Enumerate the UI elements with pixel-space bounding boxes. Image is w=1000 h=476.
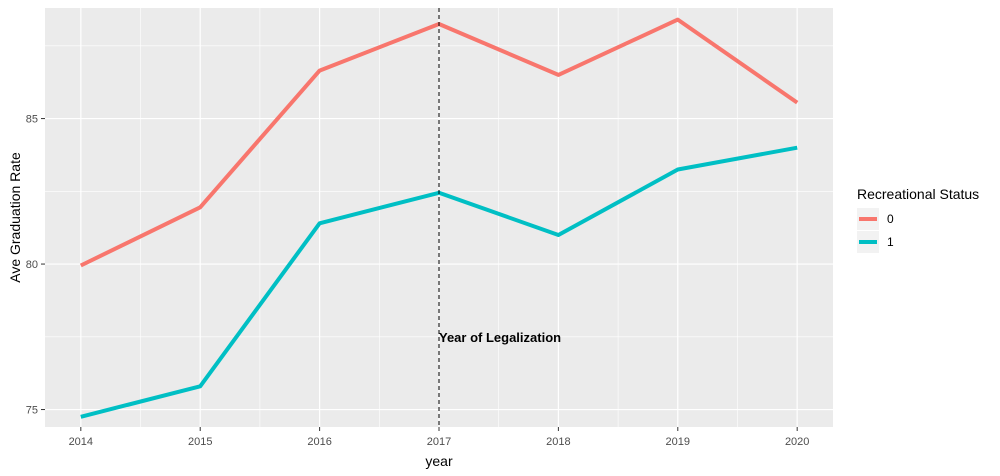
x-tick-label: 2014	[69, 436, 93, 448]
x-tick-label: 2019	[666, 436, 690, 448]
legalization-annotation: Year of Legalization	[439, 330, 561, 345]
y-tick-label: 85	[26, 114, 38, 126]
x-tick-label: 2018	[546, 436, 570, 448]
legend-label-0: 0	[887, 212, 894, 226]
y-tick-label: 75	[26, 405, 38, 417]
x-tick-label: 2020	[785, 436, 809, 448]
legend-label-1: 1	[887, 235, 894, 249]
x-axis-title: year	[425, 453, 453, 469]
x-tick-label: 2015	[188, 436, 212, 448]
legend-title: Recreational Status	[857, 186, 979, 202]
y-axis-title: Ave Graduation Rate	[7, 152, 23, 283]
x-tick-label: 2016	[307, 436, 331, 448]
x-tick-label: 2017	[427, 436, 451, 448]
y-tick-label: 80	[26, 259, 38, 271]
